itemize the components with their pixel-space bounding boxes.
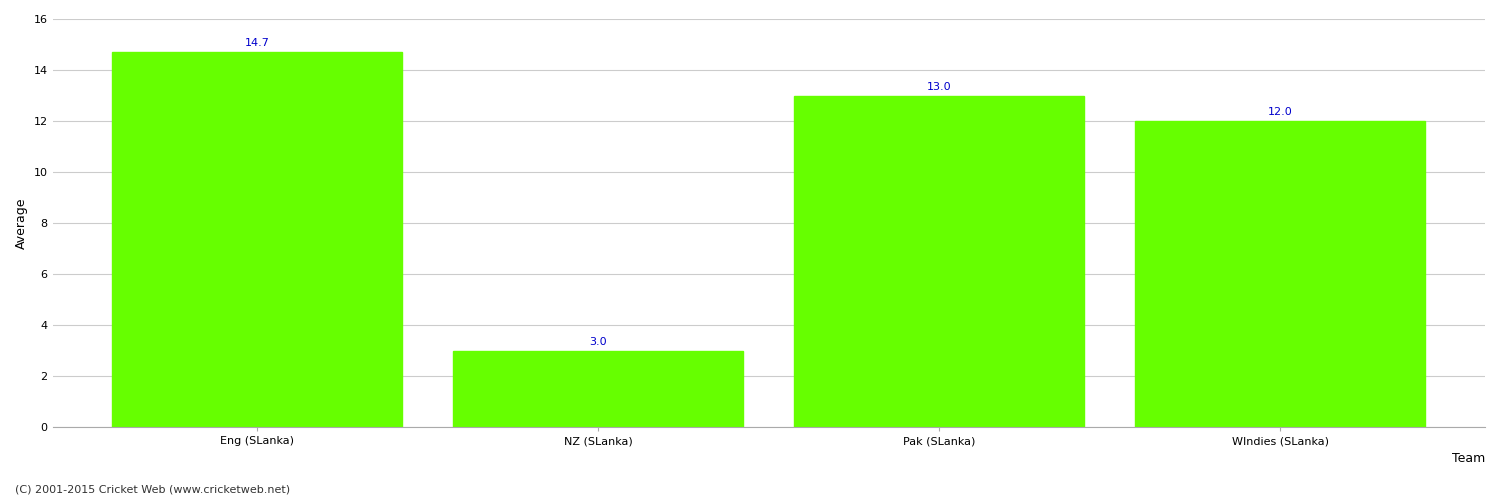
Text: 13.0: 13.0	[927, 82, 951, 92]
Y-axis label: Average: Average	[15, 198, 28, 249]
Bar	[112, 52, 402, 428]
Bar	[795, 96, 1084, 427]
Bar	[1136, 121, 1425, 428]
X-axis label: Team: Team	[1452, 452, 1485, 465]
Text: 14.7: 14.7	[244, 38, 270, 48]
Text: 12.0: 12.0	[1268, 108, 1293, 118]
Text: 3.0: 3.0	[590, 337, 608, 347]
Bar	[453, 351, 742, 428]
Text: (C) 2001-2015 Cricket Web (www.cricketweb.net): (C) 2001-2015 Cricket Web (www.cricketwe…	[15, 485, 290, 495]
